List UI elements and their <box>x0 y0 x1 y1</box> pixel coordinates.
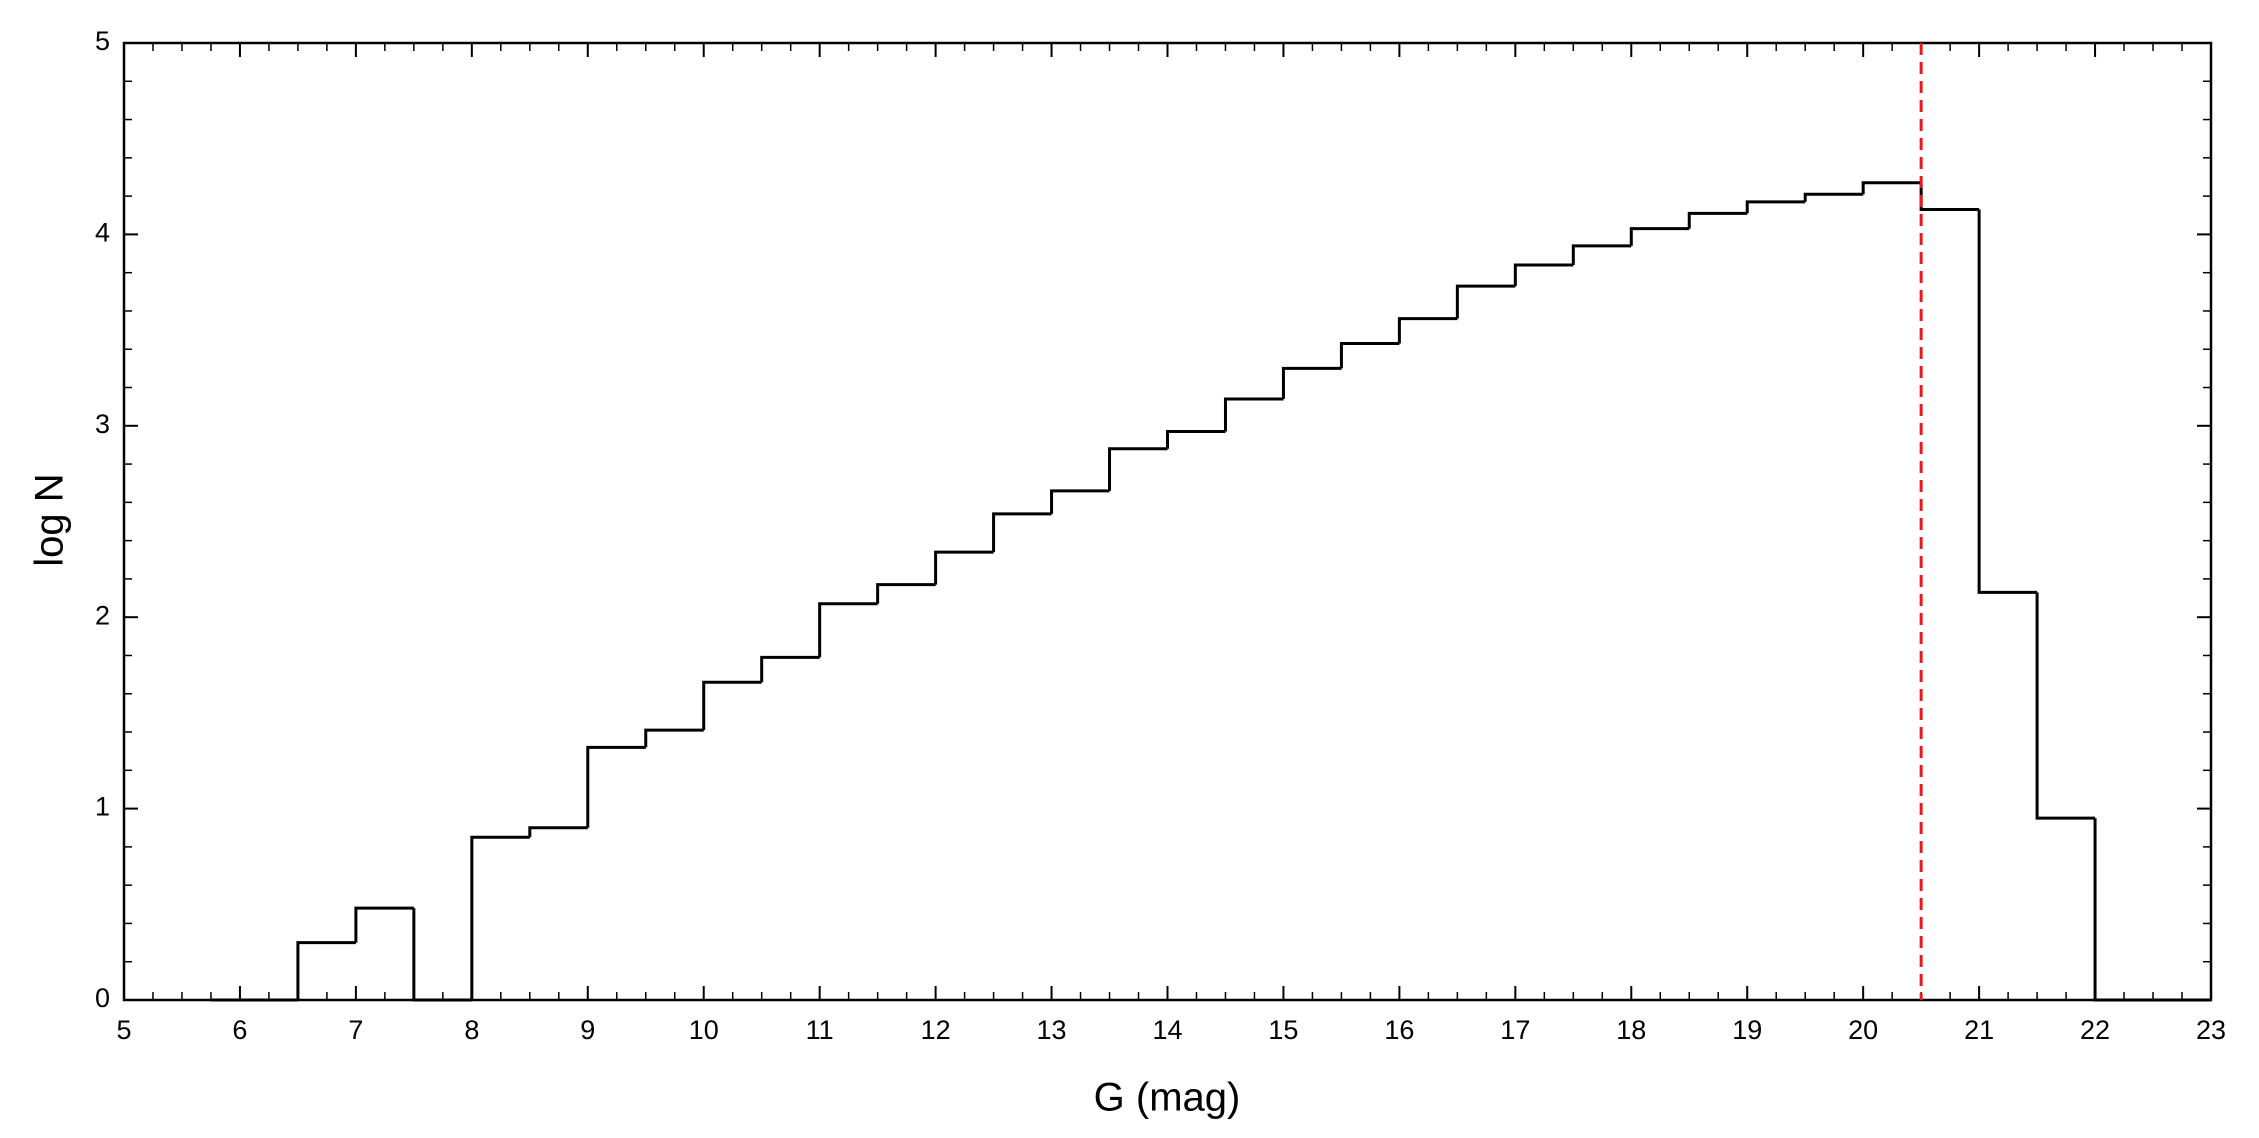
x-tick-label: 16 <box>1384 1015 1414 1045</box>
y-tick-label: 5 <box>95 26 110 56</box>
histogram-step <box>1919 182 1980 212</box>
x-axis-label: G (mag) <box>1094 1076 1241 1120</box>
histogram-step <box>528 826 588 838</box>
plot-frame <box>122 41 2213 1002</box>
histogram-step <box>1166 430 1226 449</box>
histogram-step <box>760 655 820 683</box>
histogram-step <box>992 512 1052 553</box>
x-tick-label: 19 <box>1732 1015 1762 1045</box>
x-tick-label: 11 <box>806 1015 834 1045</box>
x-tick-label: 6 <box>232 1015 247 1045</box>
x-tick-label: 20 <box>1848 1015 1878 1045</box>
histogram-step <box>818 602 878 658</box>
histogram-step <box>1339 341 1400 369</box>
y-tick-label: 4 <box>95 218 110 248</box>
histogram-step <box>1745 200 1806 214</box>
histogram-step <box>1050 489 1110 514</box>
histogram-step <box>1455 284 1516 319</box>
x-tick-label: 18 <box>1616 1015 1646 1045</box>
histogram-step <box>1397 317 1458 344</box>
histogram-step <box>644 728 704 748</box>
x-tick-label: 23 <box>2196 1015 2226 1045</box>
x-tick-label: 5 <box>116 1015 131 1045</box>
y-axis-label: log N <box>28 473 72 566</box>
histogram-step <box>1513 263 1574 287</box>
histogram-step <box>1223 397 1284 432</box>
histogram-step <box>412 908 472 1002</box>
histogram-step <box>354 906 414 943</box>
histogram-step <box>1687 211 1748 229</box>
x-tick-label: 12 <box>921 1015 951 1045</box>
y-tick-label: 2 <box>95 600 110 630</box>
histogram-step <box>470 835 530 1000</box>
histogram-step <box>1629 227 1690 246</box>
histogram-step <box>2035 592 2096 820</box>
x-tick-label: 22 <box>2080 1015 2110 1045</box>
histogram-step <box>1861 181 1922 195</box>
histogram-step <box>1281 366 1342 400</box>
x-tick-label: 15 <box>1268 1015 1298 1045</box>
y-tick-label: 3 <box>95 409 110 439</box>
x-tick-label: 9 <box>580 1015 595 1045</box>
y-tick-label: 0 <box>95 983 110 1013</box>
histogram-step <box>1108 447 1168 491</box>
x-tick-label: 17 <box>1500 1015 1530 1045</box>
histogram-step <box>934 550 994 585</box>
histogram-step <box>876 583 936 604</box>
histogram-step <box>1571 244 1632 266</box>
y-tick-label: 1 <box>95 792 110 822</box>
x-tick-label: 14 <box>1152 1015 1182 1045</box>
histogram-step <box>296 941 356 1000</box>
histogram-step <box>1977 209 2038 594</box>
histogram-step <box>1803 192 1864 202</box>
x-tick-label: 21 <box>1964 1015 1994 1045</box>
histogram-step <box>702 680 762 731</box>
x-tick-label: 10 <box>689 1015 719 1045</box>
histogram-step <box>2093 818 2154 1002</box>
x-tick-label: 13 <box>1037 1015 1067 1045</box>
histogram-step <box>586 745 646 828</box>
x-tick-label: 8 <box>464 1015 479 1045</box>
x-tick-label: 7 <box>348 1015 363 1045</box>
